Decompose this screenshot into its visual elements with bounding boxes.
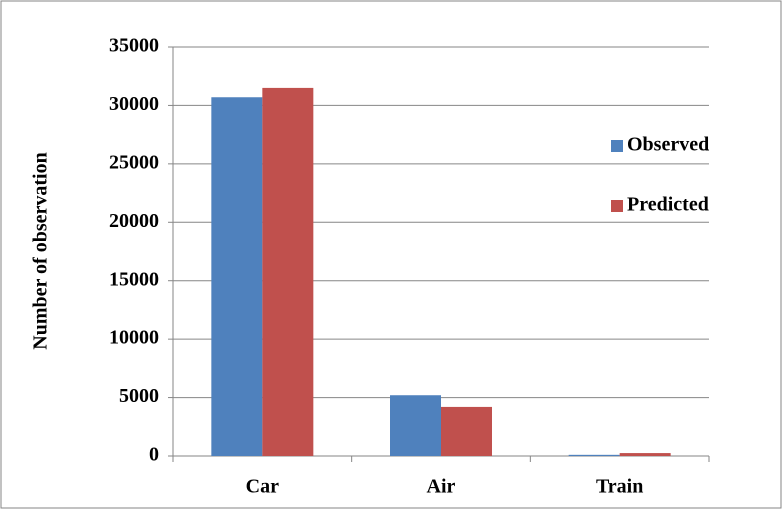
y-tick-label: 25000 (109, 151, 159, 173)
bar (211, 97, 263, 457)
bar (262, 87, 314, 457)
y-tick-label: 30000 (109, 93, 159, 115)
y-axis-label: Number of observation (30, 152, 52, 349)
legend-swatch (611, 200, 623, 212)
x-tick-label: Train (596, 476, 643, 498)
y-tick-label: 35000 (109, 35, 159, 57)
legend-label: Observed (627, 134, 709, 156)
y-tick-label: 0 (149, 444, 159, 466)
bar (441, 406, 492, 456)
bar (619, 453, 671, 456)
y-tick-label: 10000 (109, 327, 159, 349)
bar (568, 454, 620, 456)
x-tick-label: Air (427, 476, 456, 498)
y-tick-label: 5000 (119, 385, 159, 407)
legend-swatch (611, 140, 623, 152)
legend-label: Predicted (627, 194, 709, 216)
x-tick-label: Car (246, 476, 279, 498)
y-tick-label: 15000 (109, 268, 159, 290)
y-tick-label: 20000 (109, 210, 159, 232)
bar (390, 395, 441, 456)
